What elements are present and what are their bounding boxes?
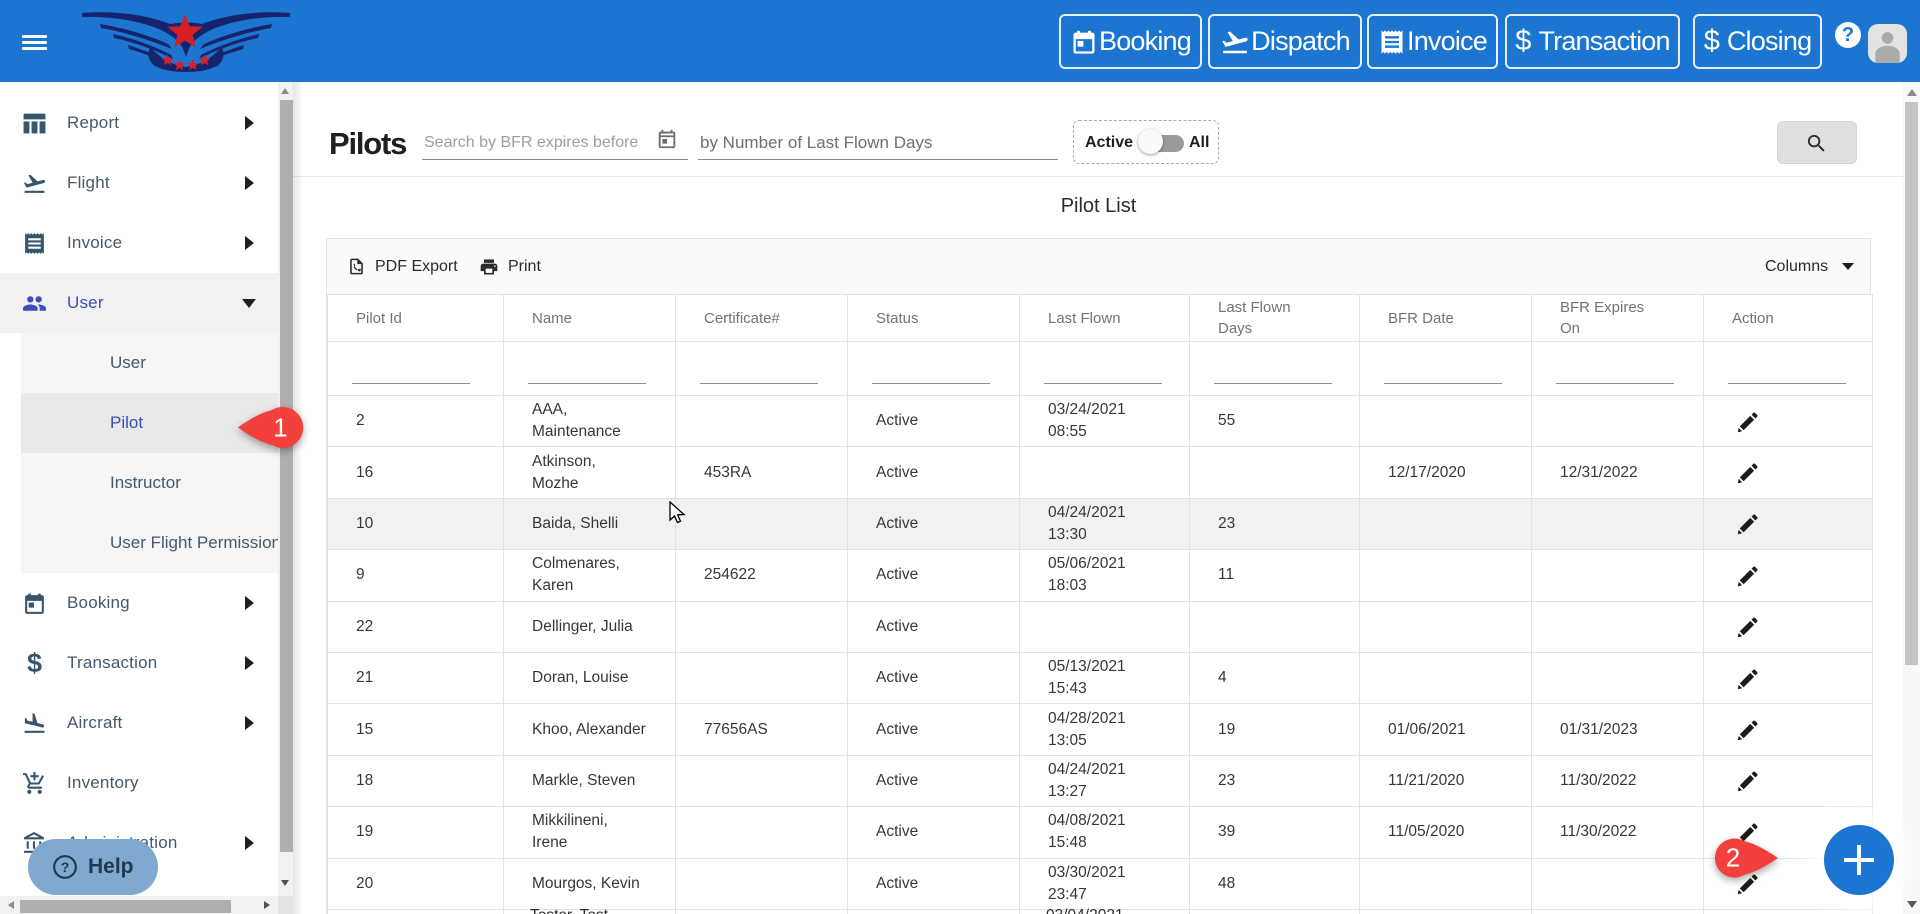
svg-text:1: 1 (273, 413, 287, 443)
svg-text:?: ? (61, 859, 70, 875)
svg-text:2: 2 (1726, 843, 1740, 873)
